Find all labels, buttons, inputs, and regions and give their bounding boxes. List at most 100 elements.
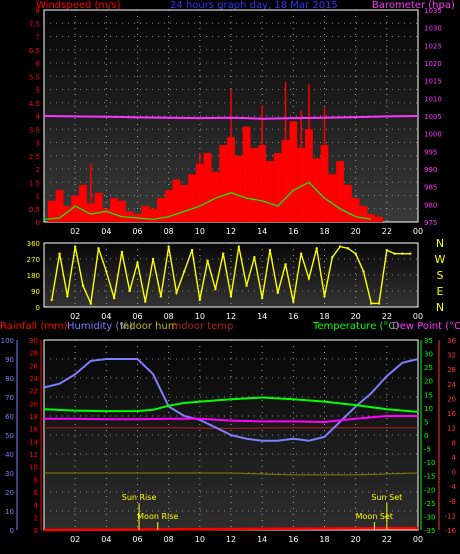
wind-direction-point: [50, 298, 53, 302]
windspeed-bar: [79, 184, 87, 222]
direction-x-tick-label: 20: [351, 312, 361, 321]
humidity-tick-label: 70: [5, 394, 14, 402]
windspeed-bar: [55, 190, 64, 222]
wind-x-tick-label: 22: [382, 227, 392, 236]
temp-x-tick-label: 16: [288, 535, 298, 544]
windspeed-bar: [47, 200, 56, 222]
windspeed-bar: [242, 126, 251, 222]
wind-direction-point: [409, 252, 412, 255]
wind-direction-point: [190, 248, 194, 252]
temperature-tick-label: -30: [424, 513, 435, 521]
wind-direction-point: [73, 245, 77, 248]
windspeed-tick-label: 1: [36, 193, 40, 201]
wind-direction-point: [97, 247, 100, 250]
humidity-tick-label: 20: [5, 489, 14, 497]
barometer-tick-label: 1020: [424, 60, 442, 68]
indoor-temp-label: Indoor temp: [172, 321, 234, 332]
windspeed-bar: [219, 145, 228, 222]
indoor-temp-tick-label: -16: [445, 527, 457, 535]
wind-direction-point: [284, 263, 287, 266]
barometer-tick-label: 990: [424, 166, 437, 174]
indoor-temp-tick-label: 28: [447, 366, 456, 374]
barometer-tick-label: 1030: [424, 25, 442, 33]
barometer-tick-label: 1025: [424, 42, 442, 50]
rainfall-tick-label: 0: [34, 527, 38, 535]
indoor-temp-tick-label: -8: [449, 498, 456, 506]
temp-x-tick-label: 10: [195, 535, 205, 544]
wind-direction-point: [377, 302, 381, 305]
temperature-line: [43, 396, 419, 413]
windspeed-bar: [180, 184, 189, 222]
windspeed-tick-label: 7.5: [29, 20, 40, 28]
direction-x-tick-label: 02: [70, 312, 80, 321]
humidity-tick-label: 40: [5, 451, 14, 459]
moon-set-annotation: Moon Set: [356, 512, 393, 521]
temp-x-tick-label: 08: [164, 535, 174, 544]
rainfall-tick-label: 2: [34, 514, 38, 522]
windspeed-tick-label: 3: [36, 140, 40, 148]
rainfall-tick-label: 30: [29, 337, 38, 345]
wind-direction-point: [136, 261, 139, 264]
wind-direction-point: [331, 256, 334, 259]
rainfall-tick-label: 14: [29, 438, 38, 446]
wind-x-tick-label: 06: [132, 227, 142, 236]
rainfall-tick-label: 4: [34, 502, 39, 510]
direction-x-tick-label: 14: [257, 312, 267, 321]
wind-direction-point: [112, 296, 116, 300]
temperature-label: Temperature (°C): [313, 321, 400, 332]
wind-direction-point: [393, 252, 396, 255]
windspeed-bar: [234, 155, 243, 222]
temp-x-tick-label: 06: [132, 535, 142, 544]
barometer-tick-label: 975: [424, 219, 437, 227]
wind-x-tick-label: 08: [164, 227, 174, 236]
wind-direction-point: [299, 252, 303, 255]
indoor-humidity-line: [44, 472, 419, 476]
temperature-tick-label: 0: [424, 432, 428, 440]
indoor-temp-tick-label: 4: [452, 454, 457, 462]
barometer-tick-label: 980: [424, 201, 437, 209]
wind-direction-point: [144, 300, 147, 303]
humidity-tick-label: 100: [1, 337, 14, 345]
temperature-tick-label: -25: [424, 500, 435, 508]
wind-direction-point: [198, 298, 202, 302]
windspeed-bar: [94, 192, 103, 222]
temperature-tick-label: -5: [424, 446, 431, 454]
temperature-tick-label: 35: [424, 337, 433, 345]
windspeed-bar: [71, 195, 80, 222]
rainfall-tick-label: 24: [29, 375, 38, 383]
temp-x-tick-label: 04: [101, 535, 111, 544]
chart-title: 24 hours graph day, 18 Mar 2015: [170, 0, 338, 11]
wind-direction-point: [175, 291, 178, 294]
compass-label: N: [436, 301, 444, 314]
windspeed-bar: [172, 179, 181, 222]
windspeed-tick-label: 1.5: [29, 179, 40, 187]
wind-direction-point: [307, 277, 311, 280]
wind-direction-point: [346, 247, 350, 250]
rainfall-tick-label: 26: [29, 362, 38, 370]
direction-x-tick-label: 00: [413, 312, 423, 321]
direction-x-tick-label: 22: [382, 312, 392, 321]
wind-direction-point: [222, 252, 225, 255]
temperature-tick-label: -35: [424, 527, 435, 535]
dew-point-label: Dew Point (°C): [392, 321, 460, 332]
rainfall-tick-label: 18: [29, 413, 38, 421]
temperature-tick-label: 10: [424, 405, 433, 413]
wind-direction-point: [159, 295, 163, 298]
temp-x-tick-label: 14: [257, 535, 267, 544]
barometer-tick-label: 1035: [424, 7, 442, 15]
windspeed-bar: [211, 171, 220, 222]
wind-direction-point: [354, 252, 357, 255]
wind-x-tick-label: 10: [195, 227, 205, 236]
wind-x-tick-label: 04: [101, 227, 111, 236]
wind-barometer-panel: 0 0.5 1 1.5 2 2.5 3 3.5 4 4.5 5 5.5 6 6.5 7 7.5 8 975 980 9…: [29, 7, 442, 236]
wind-direction-point: [260, 296, 264, 300]
indoor-temp-tick-label: 20: [447, 395, 456, 403]
windspeed-bar: [63, 206, 72, 222]
rainfall-tick-label: 22: [29, 388, 38, 396]
barometer-tick-label: 1000: [424, 131, 442, 139]
windspeed-bar: [359, 206, 368, 222]
direction-x-tick-label: 10: [195, 312, 205, 321]
wind-direction-point: [362, 270, 365, 273]
windspeed-axis-label: Windspeed (m/s): [36, 0, 121, 11]
